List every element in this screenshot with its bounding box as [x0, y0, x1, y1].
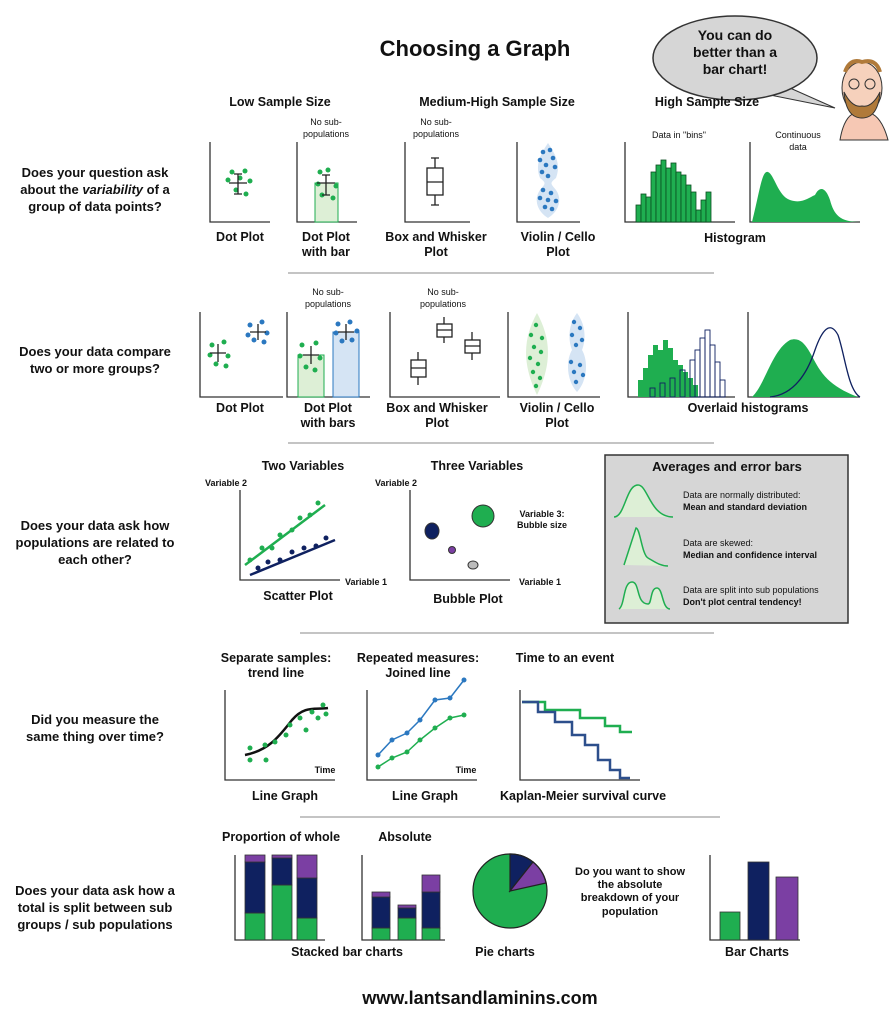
header-low-sample: Low Sample Size — [229, 95, 331, 109]
label-pie: Pie charts — [475, 945, 535, 959]
header-absolute: Absolute — [378, 830, 432, 844]
label-kaplan-meier: Kaplan-Meier survival curve — [499, 789, 667, 803]
density-plot — [752, 171, 860, 222]
stacked-bar-chart — [244, 854, 318, 941]
label-violin: Violin / Cello Plot — [520, 230, 596, 259]
label-line-graph: Line Graph — [392, 789, 458, 803]
note-no-subpop: No sub- populations — [419, 287, 467, 309]
label-histogram: Histogram — [704, 231, 766, 245]
axis-label-time: Time — [455, 765, 477, 775]
note-no-subpop: No sub- populations — [302, 117, 350, 139]
axes — [199, 142, 860, 941]
cartoon-scientist-icon — [839, 59, 889, 141]
averages-item-skewed: Data are skewed: Median and confidence in… — [683, 537, 817, 561]
dot-plot-2 — [207, 319, 270, 369]
label-dot-plot-bar: Dot Plot with bar — [302, 230, 350, 259]
label-box-whisker: Box and Whisker Plot — [386, 401, 488, 430]
trend-line-graph — [244, 702, 329, 763]
axis-label-variable1: Variable 1 — [518, 577, 562, 587]
header-separate-samples: Separate samples: trend line — [220, 651, 332, 680]
label-stacked-bars: Stacked bar charts — [291, 945, 403, 959]
page-title: Choosing a Graph — [379, 36, 571, 61]
label-violin: Violin / Cello Plot — [519, 401, 595, 430]
histogram-bars — [635, 159, 712, 223]
note-no-subpop: No sub- populations — [412, 117, 460, 139]
question-variability: Does your question ask about the variabi… — [20, 165, 170, 214]
violin-plot-1 — [536, 143, 560, 218]
bar-chart — [719, 861, 799, 941]
absolute-stacked-bar-chart — [371, 874, 441, 941]
dot-plot-with-bars-2 — [297, 319, 360, 398]
label-box-whisker: Box and Whisker Plot — [385, 230, 487, 259]
header-time-to-event: Time to an event — [515, 651, 615, 665]
header-high-sample: High Sample Size — [654, 95, 760, 109]
question-relationships: Does your data ask how populations are r… — [15, 518, 175, 567]
averages-box — [604, 454, 849, 624]
note-bins: Data in "bins" — [652, 130, 706, 140]
question-total-split: Does your data ask how a total is split … — [15, 883, 175, 932]
overlaid-histograms — [638, 329, 726, 398]
condition-text: Data are normally distributed: — [683, 490, 801, 500]
averages-item-normal: Data are normally distributed: Mean and s… — [683, 489, 807, 513]
box-plots-2 — [410, 317, 481, 385]
footer-url[interactable]: www.lantsandlaminins.com — [362, 988, 598, 1008]
header-three-variables: Three Variables — [430, 459, 524, 473]
axis-label-variable2: Variable 2 — [204, 478, 248, 488]
label-bar-charts: Bar Charts — [725, 945, 789, 959]
speech-bubble-text: You can do better than a bar chart! — [692, 27, 778, 77]
averages-box-title: Averages and error bars — [652, 459, 802, 474]
overlaid-densities — [752, 327, 861, 398]
axis-label-variable1: Variable 1 — [344, 577, 388, 587]
header-medium-sample: Medium-High Sample Size — [419, 95, 575, 109]
condition-text: Data are skewed: — [683, 538, 754, 548]
header-repeated-measures: Repeated measures: Joined line — [356, 651, 480, 680]
averages-item-split: Data are split into sub populations Don't… — [683, 584, 819, 608]
header-two-variables: Two Variables — [261, 459, 345, 473]
scatter-plot — [244, 500, 336, 577]
joined-line-graph — [375, 677, 467, 770]
kaplan-meier-curve — [522, 700, 632, 780]
question-compare-groups: Does your data compare two or more group… — [19, 344, 171, 376]
condition-text: Data are split into sub populations — [683, 585, 819, 595]
advice-text: Median and confidence interval — [683, 550, 818, 561]
label-dot-plot: Dot Plot — [216, 401, 264, 415]
bubble-plot — [424, 504, 495, 570]
row-dividers — [288, 272, 720, 818]
axis-label-time: Time — [314, 765, 336, 775]
label-line-graph: Line Graph — [252, 789, 318, 803]
dot-plot-with-bar-1 — [314, 167, 339, 223]
box-plot-1 — [426, 157, 444, 206]
speech-bubble — [652, 15, 836, 109]
note-variable3: Variable 3: Bubble size — [516, 509, 568, 530]
advice-text: Mean and standard deviation — [683, 502, 808, 513]
emphasis-variability: variability — [82, 181, 144, 197]
note-no-subpop: No sub- populations — [304, 287, 352, 309]
violin-plots-2 — [526, 313, 587, 395]
label-scatter: Scatter Plot — [263, 589, 333, 603]
label-dot-plot-bars: Dot Plot with bars — [300, 401, 356, 430]
axis-label-variable2: Variable 2 — [374, 478, 418, 488]
label-overlaid-histograms: Overlaid histograms — [687, 401, 809, 415]
bar-chart-question: Do you want to show the absolute breakdo… — [575, 866, 685, 918]
note-continuous: Continuous data — [775, 130, 821, 152]
header-proportion: Proportion of whole — [221, 830, 341, 844]
label-dot-plot: Dot Plot — [216, 230, 264, 244]
label-bubble: Bubble Plot — [433, 592, 503, 606]
question-over-time: Did you measure the same thing over time… — [26, 712, 164, 744]
pie-chart — [472, 853, 548, 929]
advice-text: Don't plot central tendency! — [683, 597, 802, 608]
dot-plot-1 — [225, 168, 253, 197]
